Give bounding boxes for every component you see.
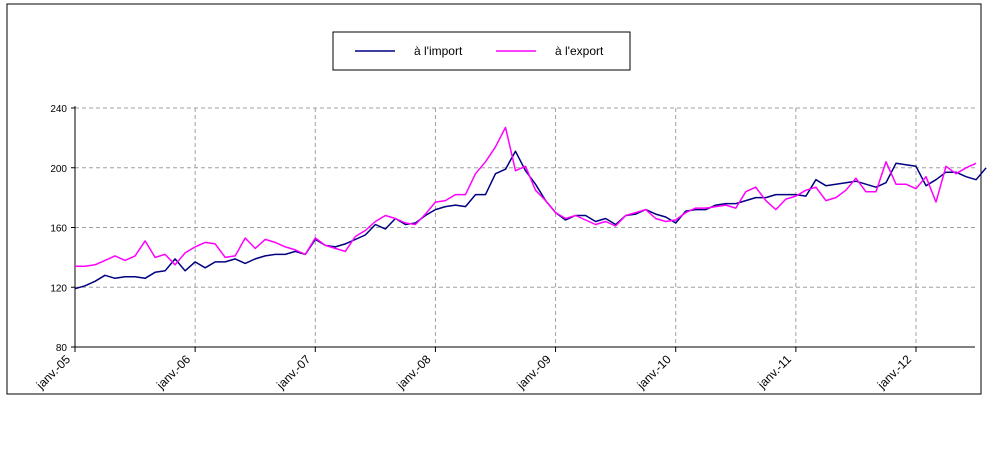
y-tick-label: 80	[56, 343, 68, 354]
y-tick-label: 160	[50, 224, 67, 235]
gridlines	[75, 107, 975, 347]
legend: à l'import à l'export	[332, 31, 631, 71]
series-lines	[74, 126, 987, 290]
legend-label-export: à l'export	[555, 44, 604, 58]
y-tick-label: 120	[50, 283, 67, 294]
series-line-export	[75, 126, 977, 268]
legend-label-import: à l'import	[414, 44, 463, 58]
y-tick-label: 240	[50, 104, 67, 115]
y-tick-label: 200	[50, 164, 67, 175]
